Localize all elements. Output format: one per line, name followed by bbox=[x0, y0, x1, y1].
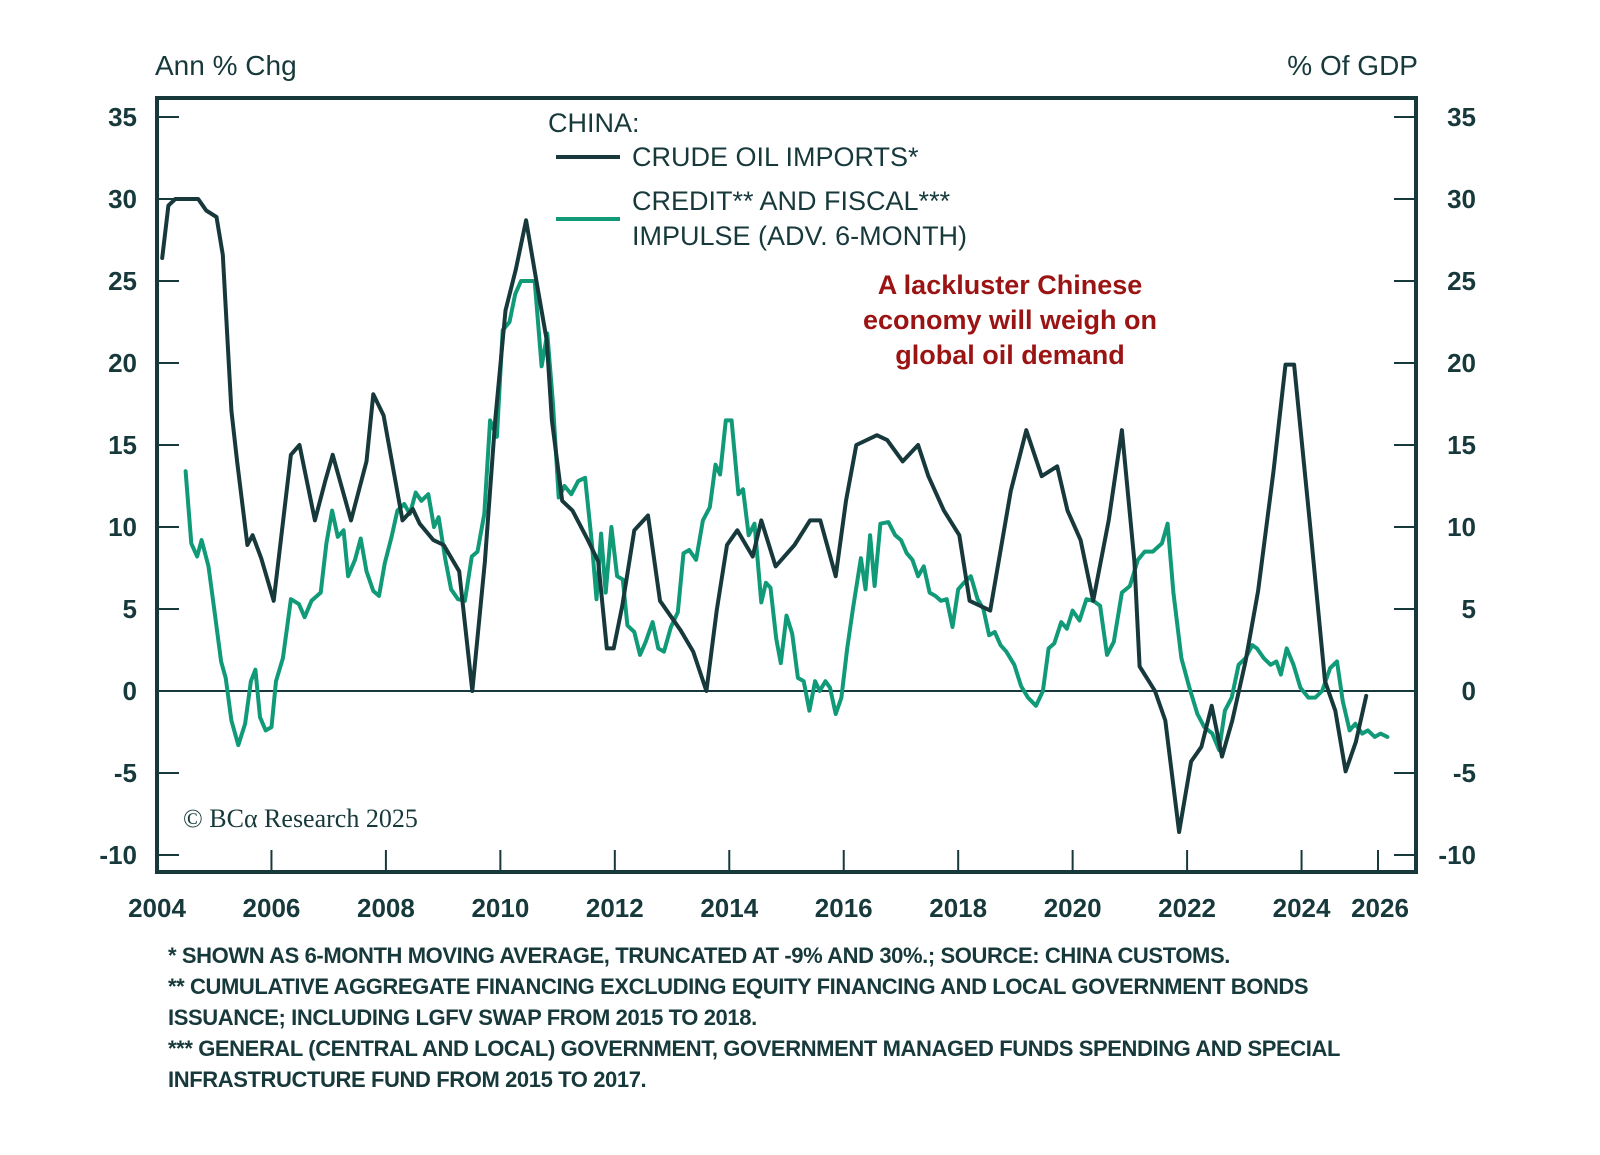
legend-title: CHINA: bbox=[548, 108, 640, 138]
x-axis: 2004 2006 2008 2010 2012 2014 2016 2018 2020 2022… bbox=[128, 850, 1409, 923]
y-tick-label-right: 20 bbox=[1447, 348, 1476, 378]
y-tick-label-right: 5 bbox=[1462, 594, 1476, 624]
y-tick-label-left: -5 bbox=[114, 758, 137, 788]
footnote-1: * SHOWN AS 6-MONTH MOVING AVERAGE, TRUNC… bbox=[168, 943, 1230, 968]
x-tick-label: 2024 bbox=[1273, 893, 1331, 923]
legend-label-impulse-line2: IMPULSE (ADV. 6-MONTH) bbox=[632, 221, 967, 251]
y-tick-label-right: 10 bbox=[1447, 512, 1476, 542]
annotation-line-3: global oil demand bbox=[895, 340, 1125, 370]
x-tick-label: 2014 bbox=[700, 893, 758, 923]
x-tick-label: 2008 bbox=[357, 893, 415, 923]
legend-label-impulse-line1: CREDIT** AND FISCAL*** bbox=[632, 186, 951, 216]
y-axis-left-title: Ann % Chg bbox=[155, 50, 297, 81]
series-line-crude-oil-imports bbox=[160, 197, 1369, 834]
x-tick-label: 2006 bbox=[243, 893, 301, 923]
x-tick-label: 2012 bbox=[586, 893, 644, 923]
x-tick-label: 2018 bbox=[929, 893, 987, 923]
y-tick-label-right: 30 bbox=[1447, 184, 1476, 214]
y-axis-left: 35 30 25 20 15 10 5 0 -5 -10 bbox=[99, 102, 179, 870]
y-tick-label-left: 35 bbox=[108, 102, 137, 132]
y-tick-label-left: -10 bbox=[99, 840, 137, 870]
footnote-3: *** GENERAL (CENTRAL AND LOCAL) GOVERNME… bbox=[168, 1036, 1340, 1092]
footnotes: * SHOWN AS 6-MONTH MOVING AVERAGE, TRUNC… bbox=[168, 940, 1428, 1095]
annotation-line-2: economy will weigh on bbox=[863, 305, 1157, 335]
chart: Ann % Chg % Of GDP 35 30 25 20 15 10 5 0 -5 -10 3… bbox=[99, 50, 1476, 923]
annotation-line-1: A lackluster Chinese bbox=[878, 270, 1143, 300]
y-tick-label-left: 0 bbox=[123, 676, 137, 706]
y-tick-label-right: 0 bbox=[1462, 676, 1476, 706]
legend-label-crude-oil: CRUDE OIL IMPORTS* bbox=[632, 142, 919, 172]
y-tick-label-right: 35 bbox=[1447, 102, 1476, 132]
x-tick-label: 2010 bbox=[471, 893, 529, 923]
y-tick-label-right: -10 bbox=[1438, 840, 1476, 870]
y-tick-label-right: 25 bbox=[1447, 266, 1476, 296]
y-tick-label-left: 15 bbox=[108, 430, 137, 460]
y-tick-label-left: 5 bbox=[123, 594, 137, 624]
legend: CHINA: CRUDE OIL IMPORTS* CREDIT** AND F… bbox=[548, 108, 967, 251]
y-tick-label-left: 25 bbox=[108, 266, 137, 296]
x-tick-label: 2022 bbox=[1158, 893, 1216, 923]
y-tick-label-right: 15 bbox=[1447, 430, 1476, 460]
y-tick-label-left: 30 bbox=[108, 184, 137, 214]
y-axis-right-title: % Of GDP bbox=[1287, 50, 1418, 81]
x-tick-label: 2016 bbox=[815, 893, 873, 923]
y-tick-label-right: -5 bbox=[1453, 758, 1476, 788]
footnote-2: ** CUMULATIVE AGGREGATE FINANCING EXCLUD… bbox=[168, 974, 1309, 1030]
annotation: A lackluster Chinese economy will weigh … bbox=[863, 270, 1157, 370]
series-line-credit-fiscal-impulse bbox=[183, 279, 1390, 752]
x-tick-label: 2026 bbox=[1351, 893, 1409, 923]
y-tick-label-left: 20 bbox=[108, 348, 137, 378]
copyright: © BCα Research 2025 bbox=[183, 804, 418, 833]
y-axis-right: 35 30 25 20 15 10 5 0 -5 -10 bbox=[1394, 102, 1476, 870]
x-tick-label: 2004 bbox=[128, 893, 186, 923]
plot-frame bbox=[155, 96, 1418, 874]
series-layer bbox=[160, 197, 1390, 834]
x-tick-label: 2020 bbox=[1044, 893, 1102, 923]
y-tick-label-left: 10 bbox=[108, 512, 137, 542]
